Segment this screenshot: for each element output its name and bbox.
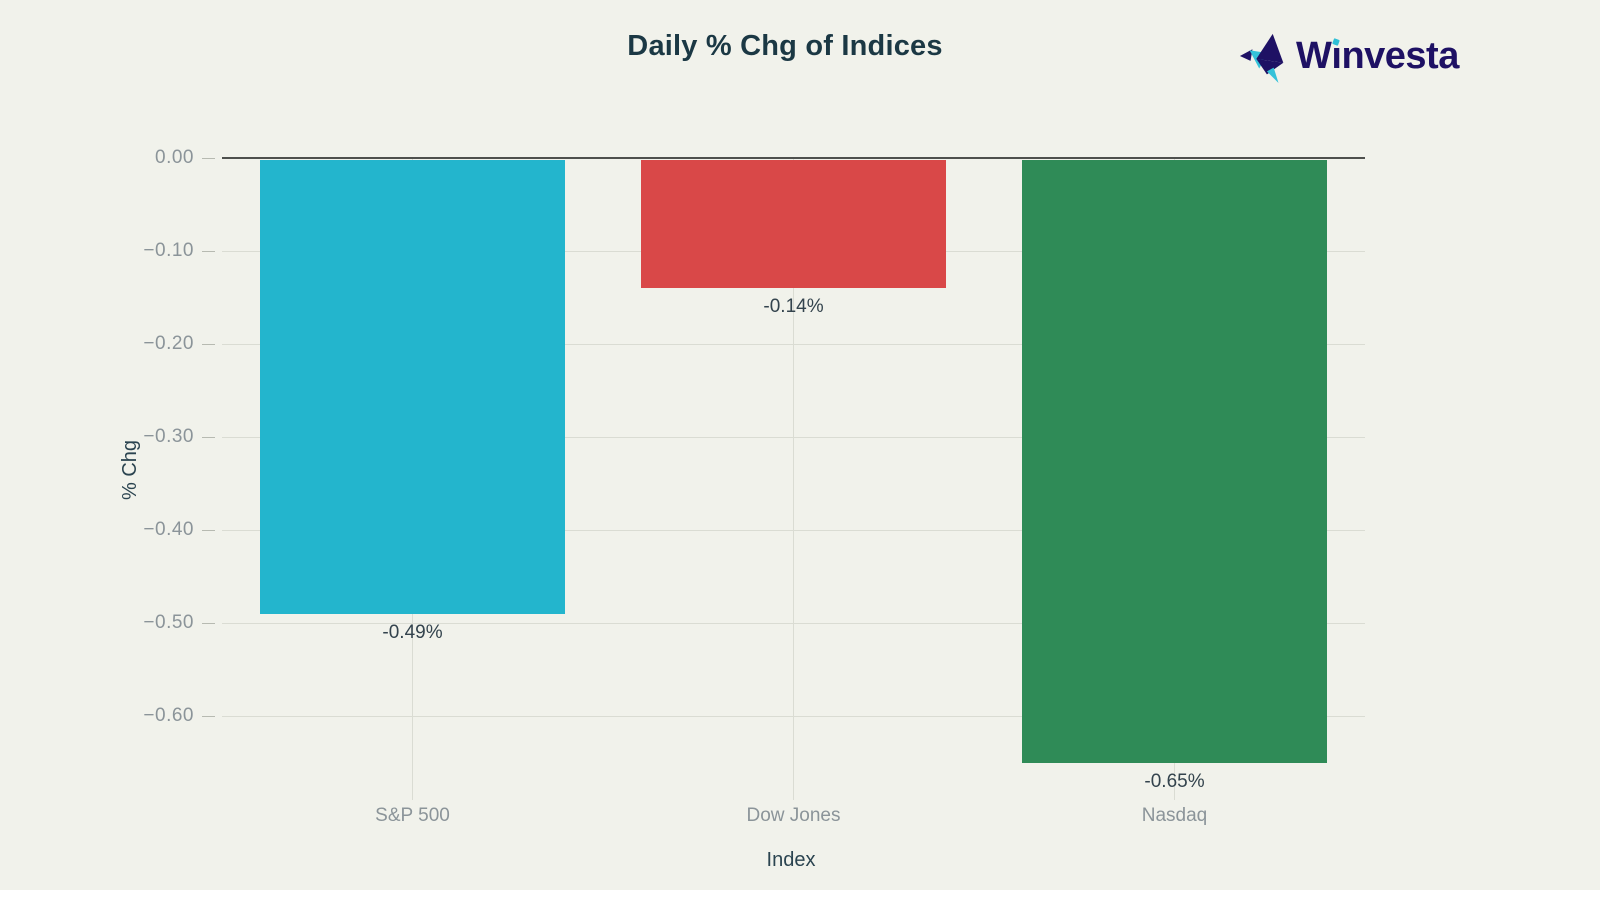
y-tick-mark — [202, 437, 215, 438]
y-tick-mark — [202, 623, 215, 624]
bar-dow-jones — [641, 160, 946, 289]
bottom-border-strip — [0, 890, 1600, 900]
y-tick-label: −0.10 — [143, 240, 194, 261]
x-tick-label: Dow Jones — [746, 805, 841, 826]
chart-title: Daily % Chg of Indices — [627, 30, 943, 62]
winvesta-logo-bird-icon — [1239, 33, 1284, 83]
y-tick-label: −0.20 — [143, 333, 194, 354]
x-axis-title: Index — [766, 849, 816, 871]
bar-s-p-500 — [260, 160, 565, 614]
y-tick-mark — [202, 158, 215, 159]
bar-value-label: -0.49% — [382, 621, 443, 643]
y-axis-title: % Chg — [119, 439, 141, 501]
y-tick-mark — [202, 251, 215, 252]
y-tick-label: −0.50 — [143, 612, 194, 633]
y-tick-label: 0.00 — [155, 147, 194, 168]
zero-axis-line — [222, 157, 1365, 159]
y-tick-label: −0.30 — [143, 426, 194, 447]
y-tick-mark — [202, 344, 215, 345]
y-tick-label: −0.40 — [143, 519, 194, 540]
bar-value-label: -0.14% — [763, 296, 824, 318]
winvesta-logo-text: Wı nvesta — [1296, 35, 1459, 77]
y-tick-mark — [202, 530, 215, 531]
x-tick-label: S&P 500 — [375, 805, 450, 826]
y-tick-label: −0.60 — [143, 705, 194, 726]
winvesta-logo: Wı nvesta — [1238, 28, 1459, 84]
bar-nasdaq — [1022, 160, 1327, 763]
bar-value-label: -0.65% — [1144, 770, 1205, 792]
x-gridline — [793, 158, 794, 800]
x-tick-label: Nasdaq — [1141, 805, 1208, 826]
y-tick-mark — [202, 716, 215, 717]
